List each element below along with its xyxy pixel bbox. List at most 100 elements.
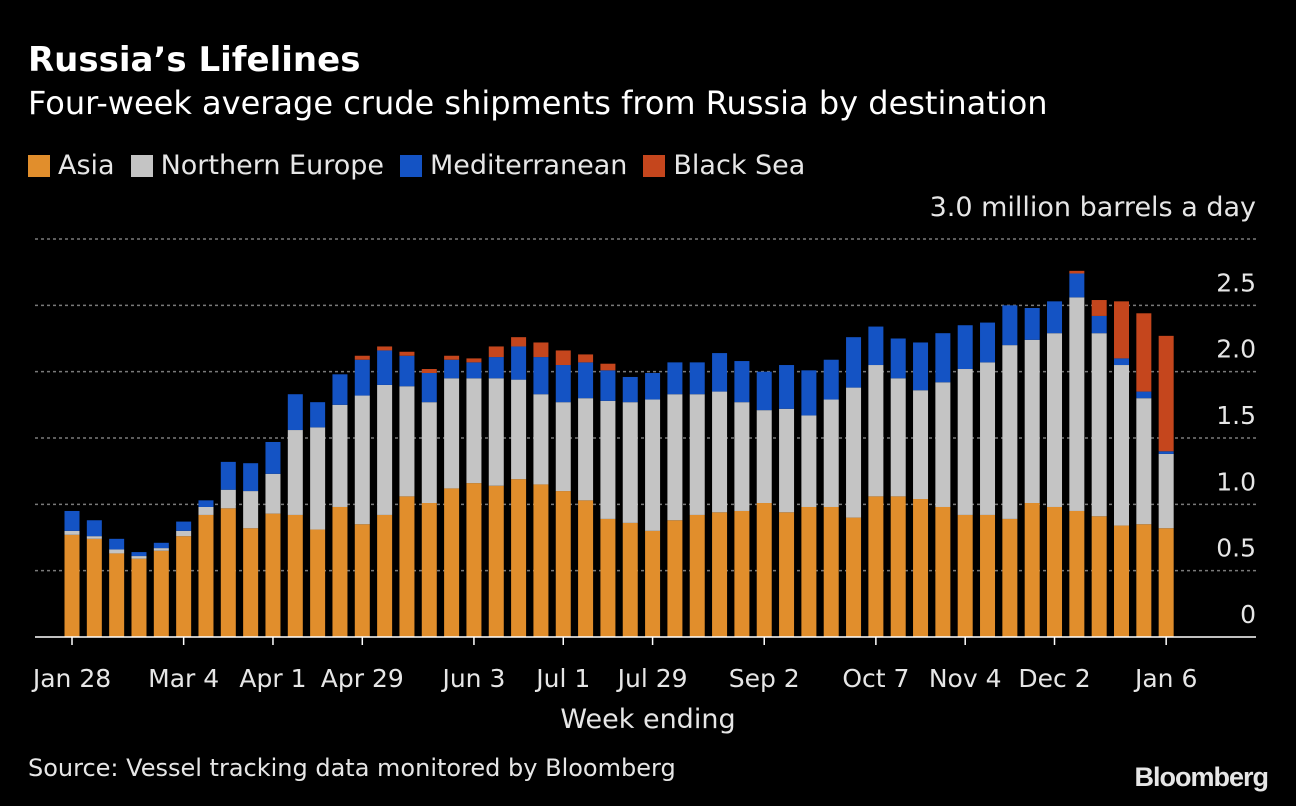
bar-segment-black-sea [399, 351, 415, 356]
bar-segment-black-sea [421, 369, 437, 373]
bar-segment-mediterranean [131, 552, 147, 557]
x-tick-label: Apr 1 [239, 664, 306, 693]
bar-segment-black-sea [1136, 313, 1152, 392]
bar-segment-northern-europe [868, 365, 884, 497]
bar-segment-asia [153, 550, 169, 637]
bar-segment-northern-europe [265, 473, 281, 514]
legend-label-asia: Asia [58, 150, 115, 181]
bar-segment-northern-europe [109, 549, 125, 554]
bar-segment-mediterranean [64, 510, 80, 531]
bar-segment-asia [734, 510, 750, 637]
bar-segment-black-sea [466, 358, 482, 363]
bar-segment-asia [1002, 518, 1018, 637]
bar-segment-mediterranean [533, 357, 549, 395]
bar-segment-mediterranean [444, 359, 460, 379]
bar-segment-mediterranean [466, 362, 482, 379]
bar-segment-northern-europe [957, 369, 973, 515]
y-tick-label: 1.5 [1216, 401, 1256, 430]
bar-segment-northern-europe [488, 378, 504, 486]
legend-label-northern-europe: Northern Europe [160, 150, 384, 181]
bar-segment-mediterranean [399, 355, 415, 387]
bar-segment-asia [600, 518, 616, 637]
bar-segment-asia [1047, 506, 1063, 637]
bar-segment-northern-europe [823, 399, 839, 507]
bar-segment-northern-europe [712, 391, 728, 513]
bar-segment-asia [779, 512, 795, 637]
bar-segment-northern-europe [1024, 339, 1040, 504]
bar-segment-northern-europe [667, 394, 683, 521]
bar-segment-asia [957, 514, 973, 637]
bar-segment-black-sea [578, 354, 594, 363]
bar-segment-mediterranean [421, 372, 437, 403]
x-tick-label: Oct 7 [842, 664, 909, 693]
bar-segment-mediterranean [801, 370, 817, 416]
bar-segment-mediterranean [645, 372, 661, 400]
bar-segment-northern-europe [354, 395, 370, 525]
bar-segment-asia [1136, 524, 1152, 637]
bar-segment-northern-europe [444, 378, 460, 489]
chart-subtitle: Four-week average crude shipments from R… [28, 84, 1048, 122]
bar-segment-mediterranean [689, 362, 705, 395]
bar-segment-asia [466, 483, 482, 637]
bar-segment-mediterranean [1002, 305, 1018, 346]
bar-segment-mediterranean [153, 542, 169, 549]
bar-segment-asia [198, 514, 214, 637]
bar-segment-northern-europe [779, 408, 795, 513]
bar-segment-asia [913, 499, 929, 637]
bar-segment-asia [689, 514, 705, 637]
bar-segment-mediterranean [890, 338, 906, 379]
bar-segment-asia [243, 528, 259, 637]
bar-segment-northern-europe [600, 400, 616, 519]
bar-segment-asia [488, 485, 504, 637]
legend: Asia Northern Europe Mediterranean Black… [28, 150, 821, 181]
bar-segment-asia [109, 553, 125, 637]
bar-segment-asia [645, 530, 661, 637]
bar-segment-asia [756, 503, 772, 637]
bar-segment-asia [622, 522, 638, 637]
legend-item-mediterranean: Mediterranean [400, 150, 627, 181]
x-tick-label: Jul 1 [534, 664, 590, 693]
bar-segment-northern-europe [1047, 333, 1063, 507]
bar-segment-asia [1091, 516, 1107, 637]
bar-segment-mediterranean [667, 362, 683, 395]
bar-segment-mediterranean [1136, 391, 1152, 399]
bar-segment-northern-europe [622, 402, 638, 523]
bar-segment-mediterranean [310, 402, 326, 428]
bar-segment-black-sea [555, 350, 571, 366]
bar-segment-mediterranean [332, 374, 348, 405]
bar-segment-asia [310, 529, 326, 637]
bar-segment-mediterranean [734, 361, 750, 403]
bar-segment-mediterranean [935, 333, 951, 383]
bar-segment-mediterranean [220, 461, 236, 490]
x-tick-label: Jul 29 [616, 664, 688, 693]
bar-segment-asia [377, 514, 393, 637]
bar-segment-northern-europe [980, 362, 996, 515]
x-tick-label: Mar 4 [148, 664, 219, 693]
bar-segment-asia [1114, 525, 1130, 637]
bar-segment-asia [823, 506, 839, 637]
bar-segment-northern-europe [1136, 398, 1152, 525]
bar-segment-northern-europe [64, 530, 80, 535]
bar-segment-mediterranean [109, 538, 125, 550]
bar-segment-northern-europe [935, 382, 951, 507]
bar-segment-mediterranean [823, 359, 839, 400]
bar-segment-mediterranean [1114, 358, 1130, 366]
bar-segment-mediterranean [622, 376, 638, 403]
source-note: Source: Vessel tracking data monitored b… [28, 754, 676, 782]
bar-segment-northern-europe [310, 427, 326, 530]
bar-segment-asia [64, 534, 80, 637]
bar-segment-mediterranean [176, 521, 192, 531]
bar-segment-northern-europe [243, 491, 259, 529]
bar-segment-northern-europe [421, 402, 437, 504]
bar-segment-northern-europe [1114, 365, 1130, 526]
bar-segment-northern-europe [533, 394, 549, 485]
bar-segment-mediterranean [957, 325, 973, 370]
legend-item-black-sea: Black Sea [643, 150, 805, 181]
bar-segment-asia [131, 558, 147, 637]
bar-segment-asia [890, 496, 906, 637]
bar-segment-asia [1069, 510, 1085, 637]
bar-segment-northern-europe [153, 548, 169, 551]
bar-segment-mediterranean [1047, 301, 1063, 334]
bar-segment-mediterranean [1024, 307, 1040, 340]
